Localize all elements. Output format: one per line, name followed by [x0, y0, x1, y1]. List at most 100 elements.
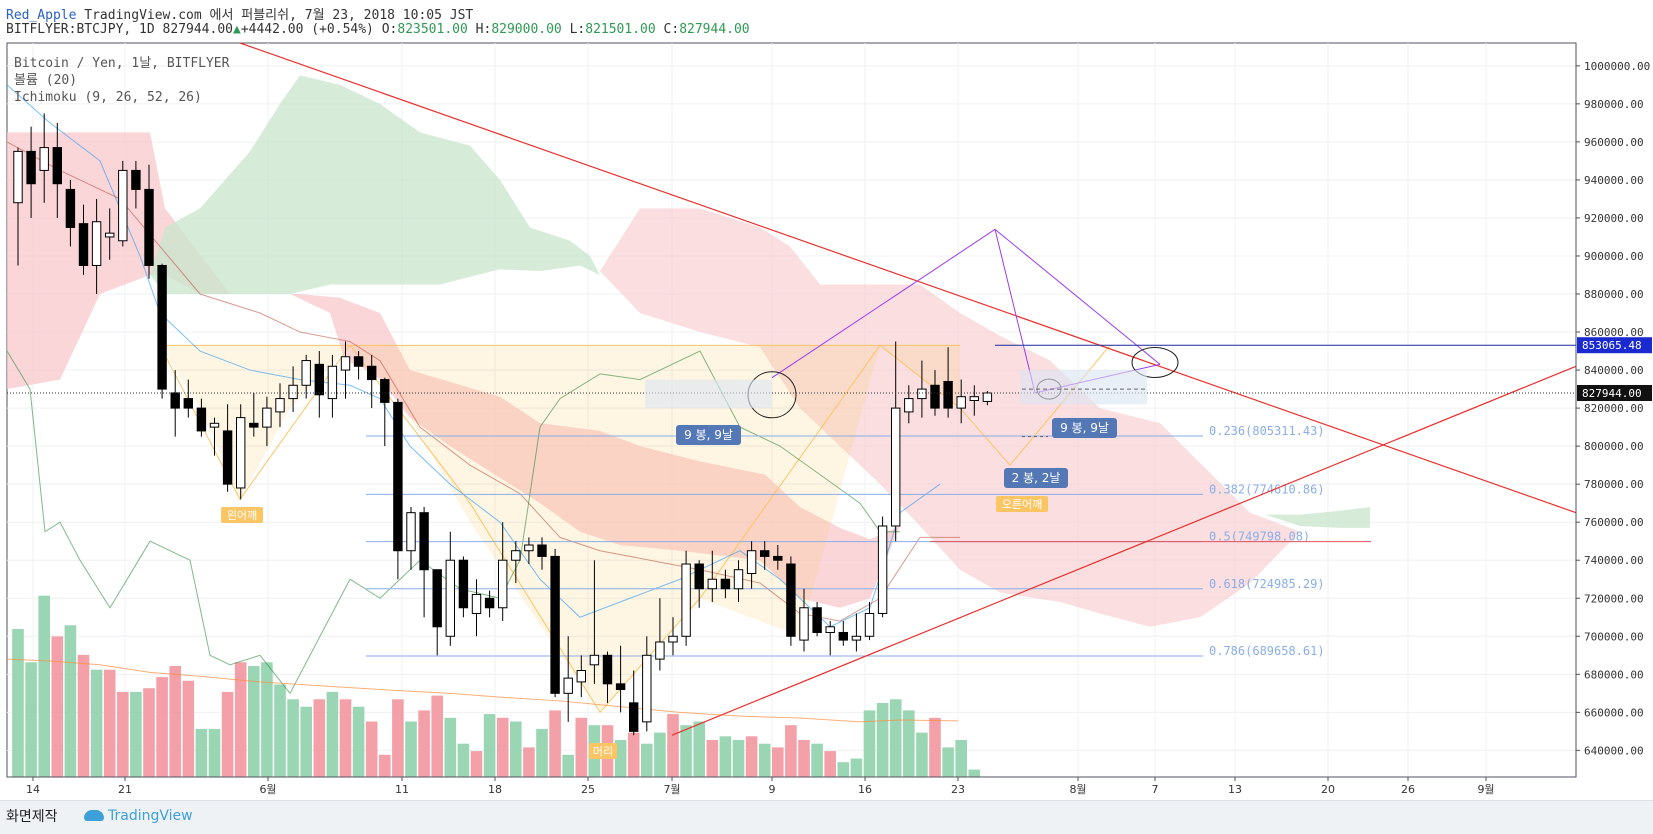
- candle-body: [432, 569, 442, 628]
- candle-body: [930, 384, 940, 409]
- y-tick-label: 780000.00: [1584, 478, 1644, 491]
- y-tick-label: 1000000.00: [1584, 60, 1650, 73]
- candle-body: [655, 641, 665, 660]
- volume-bar: [392, 699, 404, 777]
- candle-body: [707, 578, 717, 590]
- candle-body: [249, 422, 259, 428]
- fib-label: 0.786(689658.61): [1209, 644, 1325, 658]
- candle-body: [26, 150, 36, 185]
- volume-bar: [208, 728, 221, 777]
- x-tick-label: 9: [769, 783, 776, 796]
- candle-body: [393, 401, 403, 552]
- volume-bar: [758, 743, 771, 777]
- bars-range-box: [645, 379, 772, 409]
- fib-label: 0.236(805311.43): [1209, 424, 1325, 438]
- y-tick-label: 820000.00: [1584, 402, 1644, 415]
- symbol-text: BITFLYER:BTCJPY, 1D: [6, 22, 155, 37]
- candle-body: [236, 417, 246, 489]
- volume-bar: [182, 680, 195, 777]
- candle-body: [812, 607, 822, 633]
- x-tick-label: 21: [118, 783, 132, 796]
- x-tick-label: 26: [1401, 783, 1415, 796]
- symbol-line: BITFLYER:BTCJPY, 1D 827944.00▲+4442.00 (…: [6, 22, 750, 37]
- price-axis[interactable]: 1000000.00 980000.00 960000.00 940000.00 920…: [1576, 60, 1652, 758]
- candle-body: [537, 544, 547, 557]
- candle-body: [969, 396, 979, 401]
- volume-bar: [496, 717, 509, 777]
- candle-body: [760, 550, 770, 557]
- head-label-bg: [589, 743, 617, 759]
- candle-body: [170, 392, 180, 409]
- time-axis[interactable]: 14 21 6월 11 18 25 7월 9 16 23 8월 7 13 20 26 9월: [7, 776, 1576, 796]
- up-trendline: [671, 365, 1577, 736]
- candlesticks: [13, 113, 993, 736]
- high-label: H:: [475, 22, 492, 37]
- volume-bar: [143, 688, 155, 777]
- volume-bar: [824, 751, 836, 777]
- volume-bar: [929, 717, 941, 777]
- tradingview-logo[interactable]: TradingView: [84, 808, 193, 824]
- x-tick-label: 6월: [259, 783, 276, 796]
- volume-bar: [221, 691, 234, 777]
- candle-body: [602, 654, 613, 685]
- right-shoulder-label: 오른어깨: [1002, 498, 1042, 511]
- y-tick-label: 960000.00: [1584, 136, 1644, 149]
- candle-body: [668, 635, 678, 643]
- y-tick-label: 920000.00: [1584, 212, 1644, 225]
- candle-body: [471, 593, 482, 614]
- bars-label-9b-bg: [1052, 418, 1117, 438]
- volume-bar: [483, 714, 496, 777]
- candle-body: [367, 365, 377, 381]
- head-label: 머리: [593, 745, 613, 758]
- volume-bar: [130, 691, 142, 777]
- candle-body: [773, 555, 783, 561]
- cloud-icon: [84, 810, 104, 821]
- candle-body: [629, 702, 639, 732]
- bars-label-9b: 9 봉, 9날: [1060, 421, 1109, 435]
- volume-bar: [942, 747, 954, 777]
- y-tick-label: 740000.00: [1584, 554, 1644, 567]
- candle-body: [288, 384, 298, 400]
- footer: 화면제작 TradingView: [0, 800, 1653, 834]
- x-tick-label: 23: [951, 783, 965, 796]
- candle-body: [825, 626, 835, 633]
- volume-bar: [811, 743, 823, 777]
- y-tick-label: 860000.00: [1584, 326, 1644, 339]
- candle-body: [786, 563, 796, 637]
- x-tick-label: 14: [26, 783, 40, 796]
- candle-body: [589, 654, 600, 666]
- open-label: O:: [381, 22, 398, 37]
- candle-body: [917, 388, 927, 400]
- x-tick-label: 11: [395, 783, 409, 796]
- volume-bar: [313, 699, 326, 777]
- price-tag-last: 827944.00: [1582, 387, 1642, 400]
- right-shoulder-label-bg: [996, 496, 1048, 512]
- volume-bar: [431, 695, 443, 777]
- harmonic-leg: [994, 228, 1161, 365]
- price-chart[interactable]: 0.236(805311.43) 0.382(774610.86) 0.5(7497…: [0, 0, 1653, 800]
- candle-body: [13, 150, 23, 204]
- author-link[interactable]: Red_Apple: [6, 8, 77, 23]
- candle-body: [550, 555, 560, 694]
- volume-bar: [627, 732, 640, 777]
- volume-bar: [379, 754, 391, 777]
- candle-body: [524, 544, 534, 552]
- candle-body: [340, 356, 351, 371]
- volume-bar: [654, 732, 666, 777]
- candle-body: [118, 169, 128, 242]
- volume-bar: [903, 710, 915, 777]
- candle-body: [642, 654, 652, 723]
- candle-body: [877, 525, 888, 614]
- volume-bar: [562, 754, 574, 777]
- candle-body: [563, 677, 573, 694]
- volume-bar: [25, 662, 37, 777]
- low-value: 821501.00: [585, 22, 656, 37]
- publish-line: Red_Apple TradingView.com 에서 퍼블리쉬, 7월 23…: [6, 4, 473, 23]
- volume-bar: [169, 666, 181, 777]
- open-value: 823501.00: [397, 22, 468, 37]
- volume-bar: [156, 677, 168, 777]
- price-tag-last-bg: [1577, 384, 1652, 401]
- x-tick-label: 25: [581, 783, 595, 796]
- candle-body: [314, 363, 325, 396]
- volume-bar: [745, 736, 758, 777]
